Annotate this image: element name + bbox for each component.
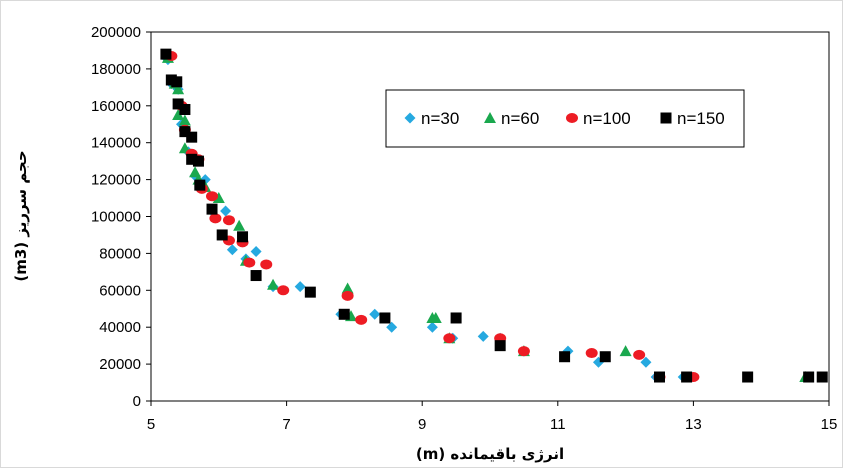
legend-marker-square [660,112,672,124]
data-point-square [338,308,350,320]
x-tick-label: 13 [685,416,702,433]
data-point-square [494,340,506,352]
data-point-square [179,126,191,138]
data-point-square [172,98,184,110]
x-ticks: 5 7 9 11 13 15 [147,401,838,433]
data-point-square [379,312,391,324]
data-point-triangle [341,282,354,294]
y-tick-label: 40000 [99,319,141,336]
y-tick-label: 60000 [99,282,141,299]
y-tick-label: 0 [133,393,141,410]
x-axis-title: انرژی باقیمانده (m) [416,445,564,463]
data-point-triangle [429,311,442,323]
data-point-square [186,153,198,165]
data-point-triangle [233,219,246,231]
y-tick-label: 200000 [91,24,141,41]
x-tick-label: 11 [550,416,566,433]
legend-items: n=30 n=60 n=100 n=150 [404,109,725,128]
data-point-circle [355,314,368,325]
data-point-square [186,131,198,143]
data-point-circle [206,191,219,202]
data-point-diamond [220,205,232,217]
axes [150,31,830,402]
y-tick-label: 120000 [91,172,141,189]
data-point-circle [585,348,598,359]
data-point-square [654,371,665,383]
data-point-square [742,371,754,383]
data-point-diamond [426,321,438,333]
legend-label: n=30 [421,109,459,128]
data-point-diamond [369,308,381,320]
data-point-circle [517,346,530,357]
series-square [160,48,828,383]
data-point-square [450,312,462,324]
data-point-square [599,351,611,363]
data-point-square [216,229,228,241]
data-point-square [250,270,262,282]
data-point-diamond [250,246,262,258]
data-point-circle [209,213,222,224]
data-point-circle [243,257,256,268]
data-point-square [160,48,172,60]
legend-marker-circle [566,113,578,123]
data-point-diamond [226,244,238,256]
data-point-square [304,286,316,298]
data-point-circle [277,285,290,296]
data-point-square [194,179,206,191]
data-point-triangle [212,192,225,204]
data-point-diamond [640,356,652,368]
y-tick-label: 160000 [91,98,141,115]
y-tick-label: 80000 [99,245,141,262]
data-point-circle [260,259,273,270]
y-tick-label: 180000 [91,61,141,78]
data-point-diamond [386,321,398,333]
data-point-triangle [172,109,185,121]
data-point-square [803,371,815,383]
legend-label: n=150 [677,109,725,128]
data-point-square [237,231,249,243]
legend-box [385,89,745,148]
data-point-square [559,351,571,363]
data-point-square [179,103,191,115]
y-tick-label: 140000 [91,135,141,152]
y-axis-title: حجم سرریز (m3) [12,150,30,281]
y-ticks: 0 20000 40000 60000 80000 100000 120000 140000 1… [91,24,151,410]
plot-area [150,31,830,402]
legend-marker-diamond [404,112,416,124]
data-point-diamond [477,330,489,342]
legend-label: n=60 [501,109,539,128]
data-point-diamond [294,281,306,293]
data-point-circle [222,215,235,226]
legend-marker-triangle [484,112,496,123]
data-point-triangle [172,83,185,95]
data-point-square [816,371,828,383]
x-tick-label: 7 [282,416,290,433]
y-tick-label: 20000 [99,356,141,373]
data-point-square [192,155,204,167]
data-point-triangle [267,278,280,290]
y-tick-label: 100000 [91,209,141,226]
data-point-circle [633,349,646,360]
legend-label: n=100 [583,109,631,128]
data-point-square [681,371,693,383]
data-point-triangle [619,345,632,357]
data-point-circle [443,333,456,344]
data-point-square [206,203,218,215]
x-tick-label: 5 [147,416,155,433]
data-points [160,48,828,383]
x-tick-label: 15 [821,416,838,433]
x-tick-label: 9 [418,416,426,433]
legend: n=30 n=60 n=100 n=150 [385,89,745,148]
data-point-circle [341,290,354,301]
data-point-square [171,76,183,88]
data-point-triangle [178,114,191,126]
